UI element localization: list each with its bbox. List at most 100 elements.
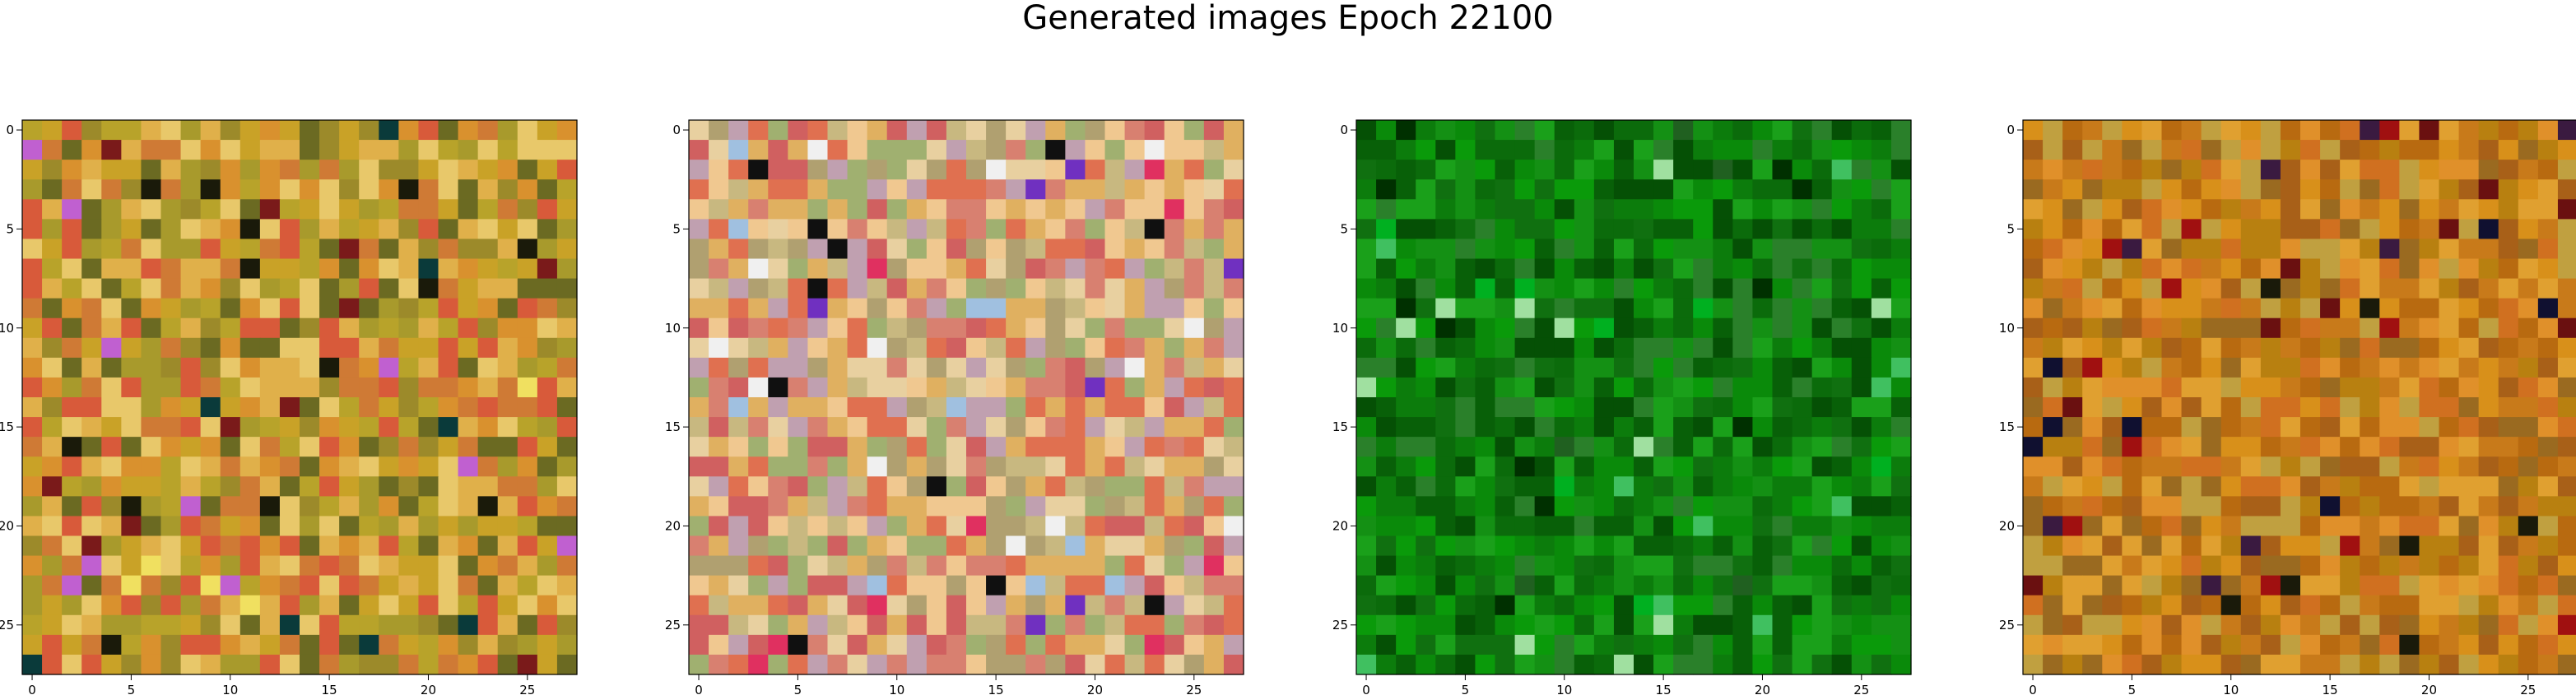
pixel-cell: [2082, 634, 2103, 656]
pixel-cell: [946, 160, 967, 180]
pixel-cell: [926, 437, 947, 457]
pixel-cell: [1495, 555, 1516, 577]
pixel-cell: [946, 535, 967, 557]
pixel-cell: [2260, 476, 2281, 497]
pixel-cell: [22, 476, 43, 497]
pixel-cell: [807, 219, 829, 240]
pixel-cell: [1613, 140, 1634, 160]
pixel-cell: [906, 397, 928, 418]
pixel-cell: [689, 476, 709, 497]
pixel-cell: [2419, 634, 2440, 656]
pixel-cell: [728, 278, 749, 299]
pixel-cell: [2518, 476, 2539, 497]
pixel-cell: [2240, 337, 2262, 359]
pixel-cell: [1164, 397, 1185, 418]
pixel-cell: [2537, 377, 2559, 398]
pixel-cell: [1144, 239, 1165, 260]
pixel-cell: [1673, 575, 1694, 596]
pixel-cell: [1752, 199, 1774, 220]
pixel-cell: [2419, 357, 2440, 378]
pixel-cell: [418, 377, 439, 398]
pixel-cell: [1890, 160, 1912, 180]
pixel-cell: [1593, 377, 1615, 398]
pixel-cell: [517, 417, 538, 438]
pixel-cell: [1574, 595, 1595, 616]
y-tick-label: 25: [0, 618, 14, 632]
pixel-cell: [477, 535, 499, 557]
pixel-cell: [1045, 535, 1066, 557]
pixel-cell: [279, 377, 300, 398]
pixel-cell: [1593, 555, 1615, 577]
pixel-cell: [200, 397, 221, 418]
pixel-cell: [556, 357, 578, 378]
pixel-cell: [2082, 595, 2103, 616]
pixel-cell: [1673, 555, 1694, 577]
pixel-cell: [2280, 278, 2301, 299]
pixel-cell: [2023, 437, 2044, 457]
pixel-cell: [2161, 278, 2183, 299]
pixel-cell: [1890, 476, 1912, 497]
pixel-cell: [1435, 456, 1456, 477]
pixel-cell: [2360, 258, 2380, 280]
pixel-cell: [1554, 397, 1575, 418]
pixel-cell: [2439, 417, 2460, 438]
pixel-cell: [517, 179, 538, 200]
pixel-cell: [477, 397, 499, 418]
pixel-cell: [2458, 199, 2480, 220]
pixel-cell: [2300, 575, 2321, 596]
pixel-cell: [1732, 575, 1754, 596]
pixel-cell: [2082, 337, 2103, 359]
pixel-cell: [1792, 337, 1813, 359]
pixel-cell: [1435, 555, 1456, 577]
pixel-cell: [2161, 634, 2183, 656]
pixel-cell: [2498, 555, 2519, 577]
pixel-cell: [1045, 140, 1066, 160]
pixel-cell: [359, 456, 379, 477]
pixel-cell: [160, 397, 182, 418]
pixel-cell: [966, 555, 987, 577]
pixel-cell: [1554, 140, 1575, 160]
pixel-cell: [1831, 239, 1853, 260]
pixel-cell: [709, 535, 729, 557]
pixel-cell: [1693, 278, 1713, 299]
pixel-cell: [966, 535, 987, 557]
pixel-cell: [1085, 496, 1106, 517]
pixel-cell: [986, 535, 1007, 557]
pixel-cell: [1593, 437, 1615, 457]
pixel-cell: [1792, 317, 1813, 339]
pixel-cell: [1871, 239, 1892, 260]
pixel-cell: [827, 377, 849, 398]
pixel-cell: [1495, 496, 1516, 517]
pixel-cell: [339, 377, 360, 398]
pixel-cell: [748, 595, 769, 616]
pixel-cell: [847, 535, 868, 557]
pixel-cell: [1183, 555, 1205, 577]
pixel-cell: [359, 437, 379, 457]
pixel-cell: [556, 160, 578, 180]
pixel-cell: [1376, 634, 1397, 656]
pixel-cell: [1713, 317, 1733, 339]
pixel-cell: [1851, 634, 1872, 656]
pixel-cell: [1396, 397, 1416, 418]
pixel-cell: [220, 595, 241, 616]
pixel-cell: [2280, 199, 2301, 220]
pixel-cell: [359, 634, 379, 656]
pixel-cell: [1574, 258, 1595, 280]
pixel-cell: [2082, 377, 2103, 398]
pixel-cell: [807, 397, 829, 418]
pixel-cell: [1203, 140, 1225, 160]
pixel-cell: [180, 258, 202, 280]
y-tick-label: 15: [0, 419, 14, 434]
pixel-cell: [1183, 595, 1205, 616]
pixel-cell: [1223, 437, 1244, 457]
pixel-cell: [359, 555, 379, 577]
pixel-cell: [1144, 437, 1165, 457]
pixel-cell: [1792, 516, 1813, 537]
pixel-cell: [1164, 516, 1185, 537]
pixel-cell: [2557, 555, 2576, 577]
pixel-cell: [1554, 575, 1575, 596]
pixel-cell: [1613, 654, 1634, 675]
pixel-cell: [1514, 555, 1536, 577]
pixel-cell: [2300, 219, 2321, 240]
pixel-cell: [2458, 258, 2480, 280]
